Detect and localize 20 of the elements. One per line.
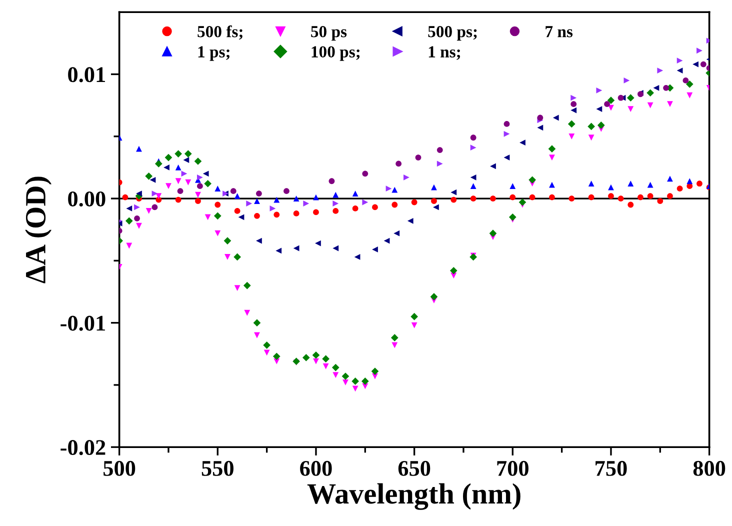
legend-label: 50 ps xyxy=(311,26,347,41)
x-tick-label: 500 xyxy=(104,460,136,476)
y-tick-label: 0.01 xyxy=(68,67,105,82)
legend-label: 7 ns xyxy=(546,26,573,38)
x-tick-label: 650 xyxy=(398,460,430,476)
legend-label: 500 ps; xyxy=(428,26,477,41)
legend-label: 1 ps; xyxy=(198,46,230,61)
x-tick-label: 750 xyxy=(596,460,627,476)
legend-label: 100 ps; xyxy=(312,46,360,61)
y-tick-label: -0.02 xyxy=(60,440,106,456)
x-tick-label: 600 xyxy=(300,460,332,476)
legend-label: 500 fs; xyxy=(198,25,242,40)
legend-label: 1 ns; xyxy=(428,46,460,60)
y-tick-label: -0.01 xyxy=(60,316,105,331)
x-axis-title: Wavelength (nm) xyxy=(307,483,520,510)
x-tick-label: 800 xyxy=(693,460,726,476)
x-tick-label: 550 xyxy=(202,460,234,476)
y-tick-label: 0.00 xyxy=(68,191,106,207)
y-axis-title: ΔA (OD) xyxy=(25,176,52,284)
x-tick-label: 700 xyxy=(497,460,528,476)
